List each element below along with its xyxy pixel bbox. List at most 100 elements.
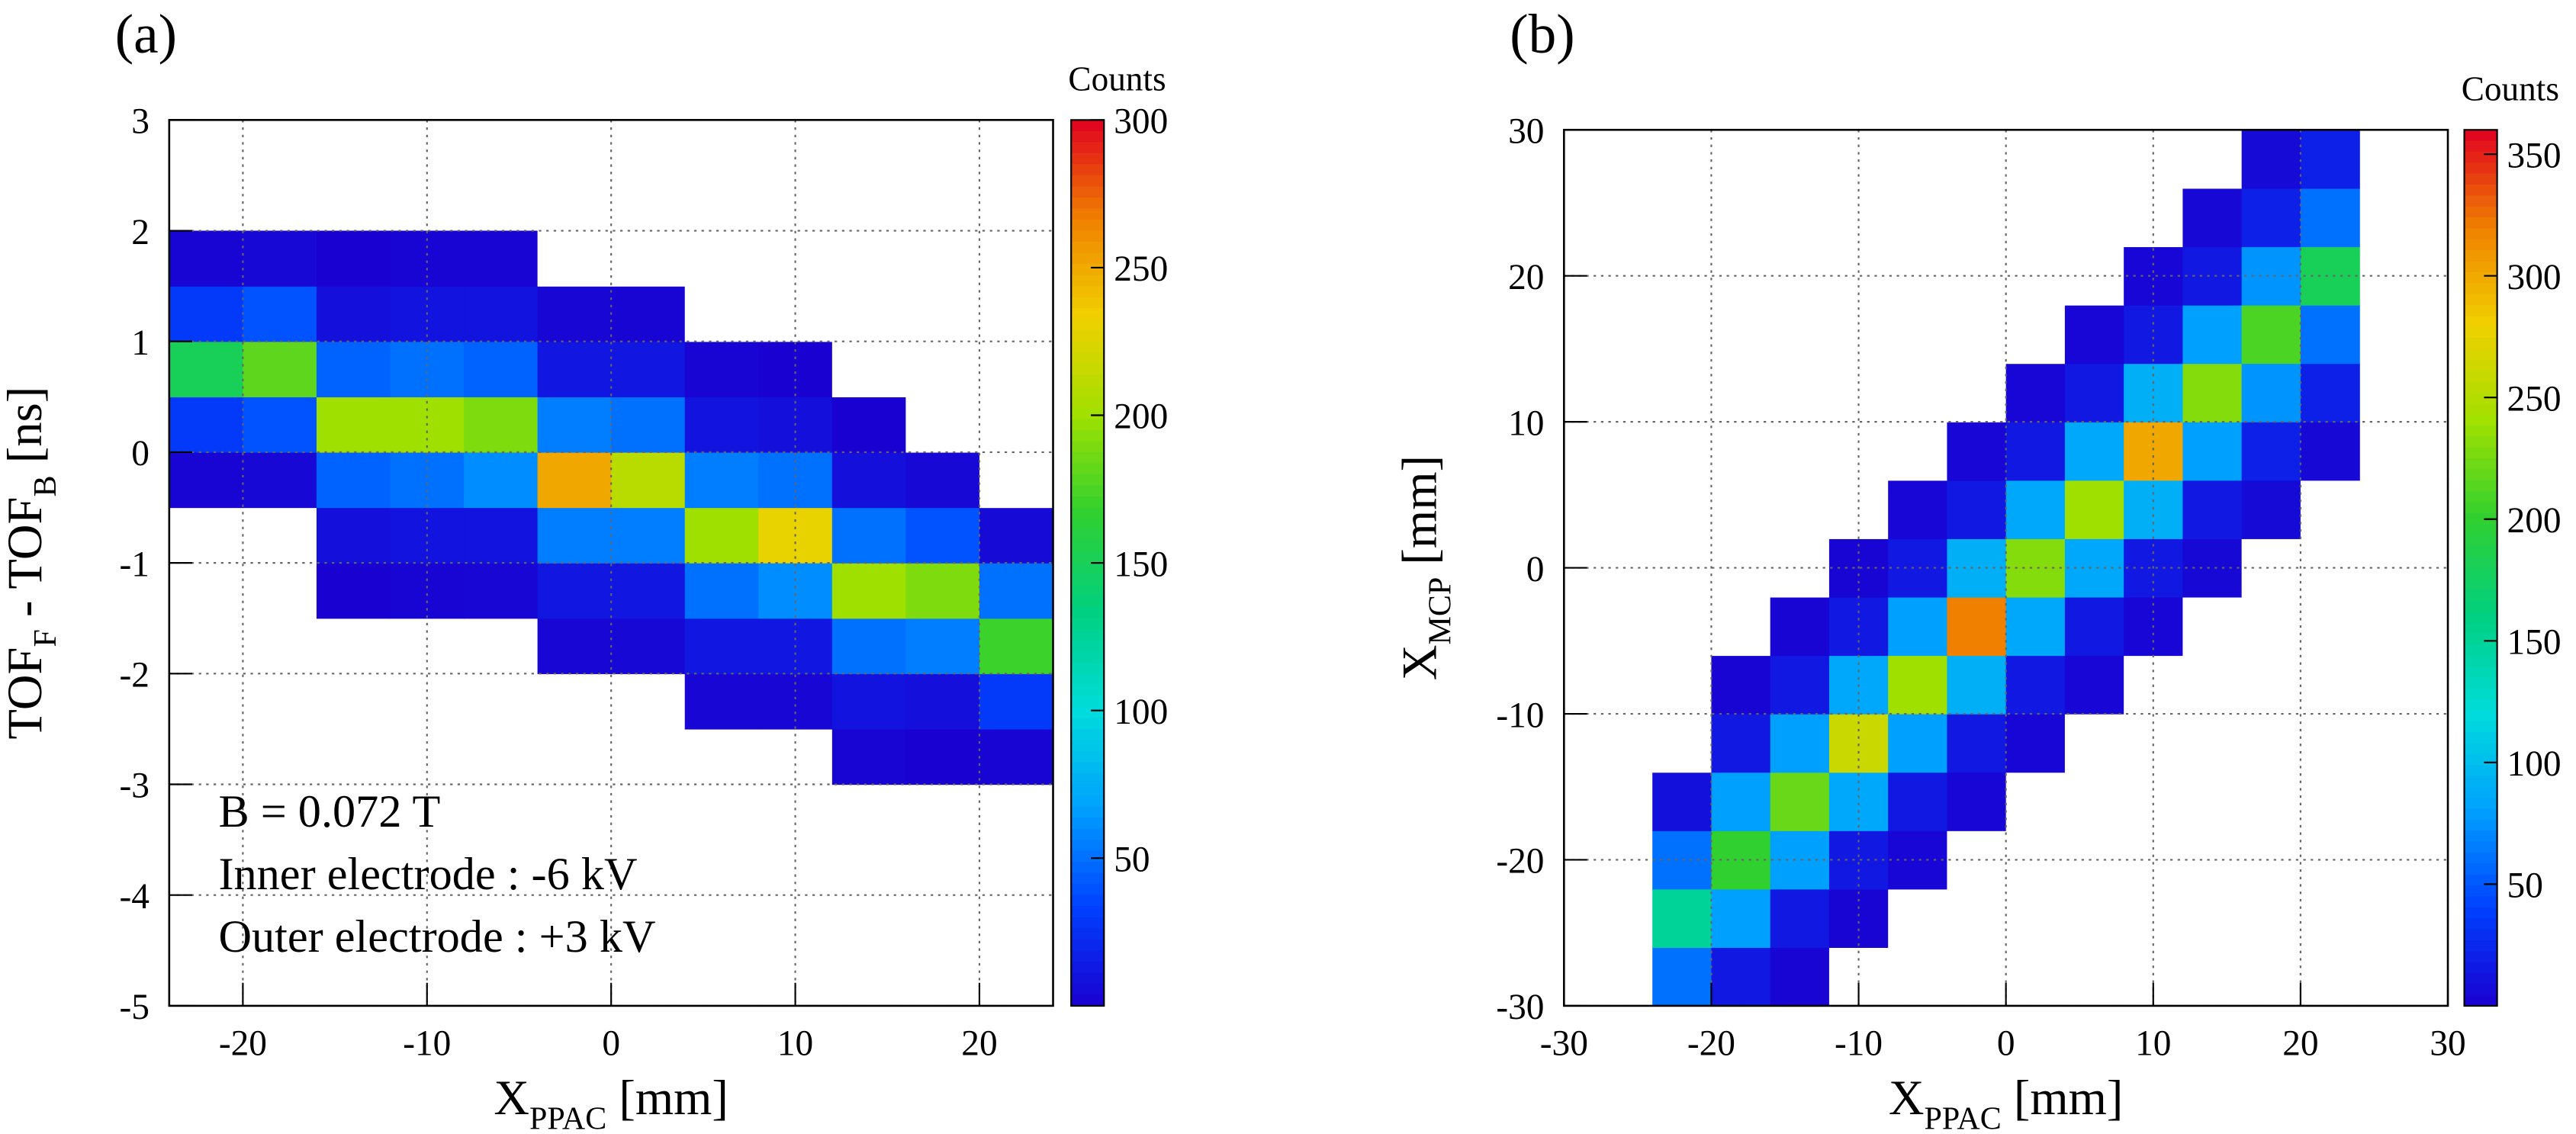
heatmap-cell <box>1711 772 1771 831</box>
heatmap-cell <box>1947 188 2007 248</box>
colorbar-slice <box>1071 706 1105 719</box>
heatmap-cell <box>2300 596 2360 657</box>
colorbar-slice <box>2464 261 2497 273</box>
colorbar-slice <box>2464 776 2497 788</box>
heatmap-cell <box>2300 947 2360 1007</box>
heatmap-cell <box>537 286 612 342</box>
heatmap-cell <box>684 341 759 397</box>
heatmap-cell <box>316 673 391 730</box>
heatmap-cell <box>2300 188 2360 248</box>
x-tick-label: -20 <box>1687 1024 1735 1064</box>
axis-title-part: X <box>1889 1070 1925 1125</box>
heatmap-cell <box>2182 596 2243 657</box>
heatmap-cell <box>611 618 686 674</box>
colorbar-slice <box>2464 972 2497 985</box>
colorbar-slice <box>2464 699 2497 712</box>
heatmap-cell <box>1652 714 1713 773</box>
colorbar-slice <box>1071 485 1105 498</box>
heatmap-cell <box>2064 772 2124 831</box>
colorbar-slice <box>1071 397 1105 409</box>
heatmap-cell <box>243 563 317 619</box>
heatmap-cell <box>2064 888 2124 948</box>
colorbar-slice <box>1071 474 1105 487</box>
heatmap-cell <box>2241 772 2301 831</box>
heatmap-cell <box>905 728 980 785</box>
heatmap-cell <box>2182 480 2243 539</box>
colorbar-slice <box>2464 929 2497 941</box>
axis-title: TOFF - TOFB [ns] <box>0 387 63 740</box>
heatmap-cell <box>979 728 1054 785</box>
heatmap-cell <box>2005 422 2066 481</box>
heatmap-cell <box>1770 422 1830 481</box>
heatmap-cell <box>1711 363 1771 422</box>
heatmap-cell <box>2241 246 2301 306</box>
heatmap-cell <box>979 230 1054 287</box>
heatmap-cell <box>611 230 686 287</box>
colorbar-slice <box>1071 762 1105 775</box>
heatmap-cell <box>684 451 759 509</box>
heatmap-cell <box>1888 130 1948 189</box>
heatmap-cell <box>1888 363 1948 422</box>
heatmap-cell <box>1711 480 1771 539</box>
colorbar-tick-label: 300 <box>2507 258 2562 297</box>
colorbar-slice <box>1071 994 1105 1007</box>
heatmap-cell <box>1770 772 1830 831</box>
heatmap-cell <box>1770 714 1830 773</box>
heatmap-cell <box>2241 130 2301 189</box>
colorbar-slice <box>1071 640 1105 653</box>
heatmap-cell <box>831 230 907 287</box>
heatmap-cell <box>2005 480 2066 539</box>
heatmap-cell <box>2064 655 2124 715</box>
heatmap-cell <box>2182 304 2243 365</box>
heatmap-cell <box>684 618 759 674</box>
colorbar-slice <box>2464 371 2497 383</box>
heatmap-cell <box>537 728 612 785</box>
heatmap-cell <box>169 563 244 619</box>
heatmap-cell <box>169 728 244 785</box>
heatmap-cell <box>2005 304 2066 365</box>
x-tick-label: -10 <box>1835 1024 1883 1064</box>
heatmap-cell <box>537 618 612 674</box>
heatmap-cell <box>611 673 686 730</box>
colorbar-slice <box>2464 173 2497 186</box>
heatmap-cell <box>464 618 539 674</box>
colorbar-slice <box>1071 795 1105 808</box>
heatmap-cell <box>1770 130 1830 189</box>
heatmap-cell <box>2124 363 2184 422</box>
heatmap-cell <box>2182 830 2243 890</box>
colorbar-slice <box>2464 984 2497 996</box>
colorbar-slice <box>1071 850 1105 863</box>
heatmap-cell <box>1711 188 1771 248</box>
colorbar-slice <box>1071 120 1105 132</box>
heatmap-cell <box>611 728 686 785</box>
colorbar-tick-label: 100 <box>1114 692 1168 732</box>
colorbar-slice <box>1071 341 1105 354</box>
colorbar-slice <box>2464 994 2497 1007</box>
heatmap-cell <box>611 451 686 509</box>
colorbar-slice <box>2464 480 2497 493</box>
colorbar-slice <box>2464 381 2497 394</box>
heatmap-cell <box>2300 246 2360 306</box>
heatmap-cell <box>2064 480 2124 539</box>
heatmap-cell <box>1652 422 1713 481</box>
heatmap-cell <box>2300 480 2360 539</box>
heatmap-cell <box>905 341 980 397</box>
colorbar-slice <box>1071 286 1105 298</box>
heatmap-cell <box>2005 538 2066 598</box>
colorbar-slice <box>2464 557 2497 569</box>
heatmap-cell <box>1711 714 1771 773</box>
colorbar-slice <box>2464 524 2497 536</box>
colorbar-slice <box>1071 308 1105 320</box>
colorbar-slice <box>2464 612 2497 624</box>
heatmap-cell <box>905 451 980 509</box>
heatmap-cell <box>243 286 317 342</box>
heatmap-cell <box>1828 888 1889 948</box>
heatmap-cell <box>169 618 244 674</box>
colorbar-slice <box>1071 784 1105 797</box>
heatmap-cell <box>2064 246 2124 306</box>
heatmap-cell <box>684 286 759 342</box>
heatmap-cell <box>169 507 244 564</box>
colorbar-slice <box>1071 175 1105 188</box>
heatmap-cell <box>464 673 539 730</box>
colorbar-slice <box>2464 414 2497 426</box>
